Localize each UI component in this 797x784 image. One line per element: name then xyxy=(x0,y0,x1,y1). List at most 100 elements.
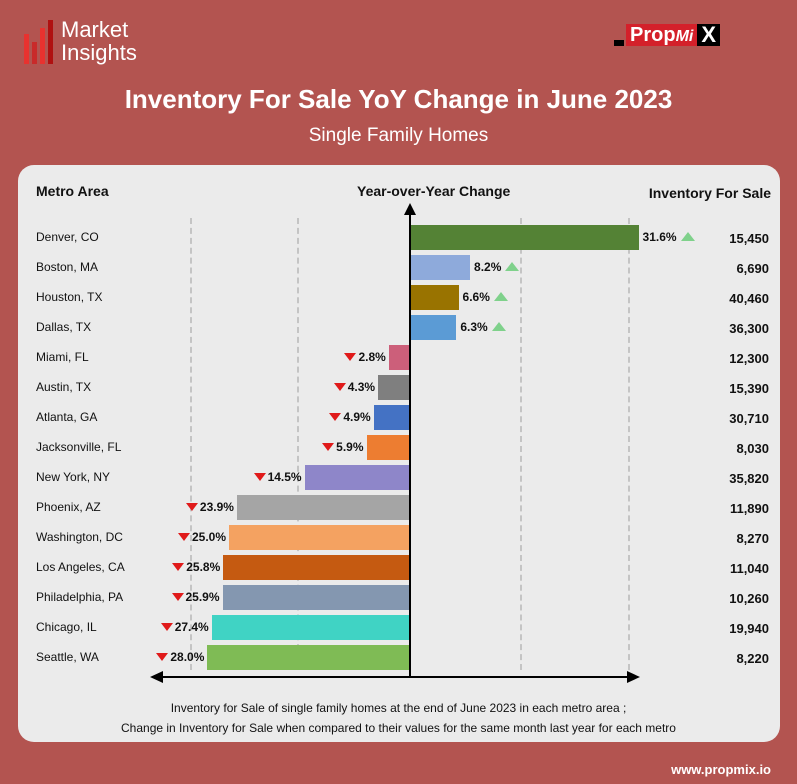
bar xyxy=(411,255,471,280)
change-value: 25.0% xyxy=(191,530,226,544)
change-label: 5.9% xyxy=(322,440,364,454)
arrow-left-icon xyxy=(150,671,163,683)
change-label: 27.4% xyxy=(160,620,209,634)
footnote-2: Change in Inventory for Sale when compar… xyxy=(121,721,676,735)
change-value: 28.0% xyxy=(170,650,205,664)
inventory-value: 35,820 xyxy=(729,471,769,486)
inventory-value: 11,040 xyxy=(729,561,769,576)
inventory-value: 11,890 xyxy=(729,501,769,516)
triangle-down-icon xyxy=(344,353,357,361)
footnote-1: Inventory for Sale of single family home… xyxy=(170,701,627,715)
metro-label: Boston, MA xyxy=(36,260,99,274)
website-link[interactable]: www.propmix.io xyxy=(671,762,771,777)
inventory-value: 36,300 xyxy=(729,321,769,336)
bar xyxy=(229,525,409,550)
logo-x: X xyxy=(697,24,721,46)
change-label: 4.3% xyxy=(333,380,376,394)
change-label: 14.5% xyxy=(253,470,302,484)
triangle-down-icon xyxy=(185,503,198,511)
change-value: 14.5% xyxy=(267,470,302,484)
metro-label: New York, NY xyxy=(36,470,111,484)
inventory-value: 12,300 xyxy=(729,351,769,366)
change-value: 4.9% xyxy=(343,410,371,424)
metro-label: Chicago, IL xyxy=(36,620,97,634)
triangle-down-icon xyxy=(322,443,335,451)
change-value: 27.4% xyxy=(174,620,209,634)
inventory-value: 8,030 xyxy=(736,441,769,456)
triangle-down-icon xyxy=(156,653,169,661)
logo-prop: Prop xyxy=(630,24,676,46)
triangle-down-icon xyxy=(177,533,190,541)
gridline xyxy=(520,218,522,670)
inventory-header: Inventory For Sale xyxy=(648,185,771,201)
bar xyxy=(207,645,409,670)
change-label: 8.2% xyxy=(474,260,520,274)
metro-header: Metro Area xyxy=(36,183,109,199)
zero-axis xyxy=(409,210,411,676)
bar xyxy=(373,405,409,430)
change-value: 31.6% xyxy=(642,230,677,244)
inventory-value: 8,220 xyxy=(736,651,769,666)
change-label: 2.8% xyxy=(344,350,386,364)
change-value: 4.3% xyxy=(347,380,376,394)
gridline xyxy=(190,218,192,670)
logo-text-1: Market xyxy=(61,17,129,42)
inventory-value: 10,260 xyxy=(729,591,769,606)
change-label: 25.8% xyxy=(172,560,220,574)
metro-label: Seattle, WA xyxy=(36,650,99,664)
bar xyxy=(388,345,409,370)
change-value: 8.2% xyxy=(474,260,502,274)
triangle-down-icon xyxy=(333,383,346,391)
bar xyxy=(366,435,409,460)
triangle-up-icon xyxy=(680,232,695,241)
change-label: 4.9% xyxy=(329,410,371,424)
metro-label: Philadelphia, PA xyxy=(36,590,124,604)
triangle-down-icon xyxy=(329,413,342,421)
change-value: 25.8% xyxy=(186,560,221,574)
market-insights-logo: Market Insights xyxy=(24,18,137,64)
triangle-down-icon xyxy=(172,563,185,571)
bar xyxy=(222,585,409,610)
change-label: 25.9% xyxy=(171,590,220,604)
metro-label: Atlanta, GA xyxy=(36,410,98,424)
metro-label: Miami, FL xyxy=(36,350,89,364)
gridline xyxy=(297,218,299,670)
bar xyxy=(411,315,457,340)
change-label: 28.0% xyxy=(156,650,204,664)
inventory-value: 40,460 xyxy=(729,291,769,306)
change-value: 23.9% xyxy=(199,500,234,514)
metro-label: Washington, DC xyxy=(36,530,123,544)
inventory-value: 6,690 xyxy=(736,261,769,276)
change-value: 6.3% xyxy=(460,320,488,334)
change-header: Year-over-Year Change xyxy=(357,183,511,199)
inventory-value: 15,450 xyxy=(729,231,769,246)
change-value: 6.6% xyxy=(462,290,490,304)
change-label: 23.9% xyxy=(185,500,234,514)
chart-subtitle: Single Family Homes xyxy=(308,125,489,146)
metro-label: Dallas, TX xyxy=(36,320,92,334)
change-label: 6.3% xyxy=(460,320,506,334)
inventory-value: 15,390 xyxy=(729,381,769,396)
metro-label: Austin, TX xyxy=(36,380,92,394)
bar xyxy=(378,375,409,400)
change-label: 6.6% xyxy=(463,290,508,304)
x-axis xyxy=(160,676,630,678)
change-label: 31.6% xyxy=(643,230,695,244)
chart-title: Inventory For Sale YoY Change in June 20… xyxy=(124,84,673,114)
triangle-down-icon xyxy=(253,473,266,481)
inventory-value: 8,270 xyxy=(736,531,769,546)
triangle-down-icon xyxy=(171,593,184,601)
bar xyxy=(223,555,409,580)
logo-text-2: Insights xyxy=(61,40,137,65)
change-value: 2.8% xyxy=(358,350,386,364)
triangle-up-icon xyxy=(493,292,508,301)
change-value: 5.9% xyxy=(336,440,364,454)
arrow-right-icon xyxy=(627,671,640,683)
triangle-down-icon xyxy=(160,623,173,631)
gridline xyxy=(628,218,630,670)
metro-label: Denver, CO xyxy=(36,230,99,244)
bar xyxy=(211,615,409,640)
bar xyxy=(304,465,409,490)
inventory-value: 19,940 xyxy=(729,621,769,636)
metro-label: Phoenix, AZ xyxy=(36,500,101,514)
